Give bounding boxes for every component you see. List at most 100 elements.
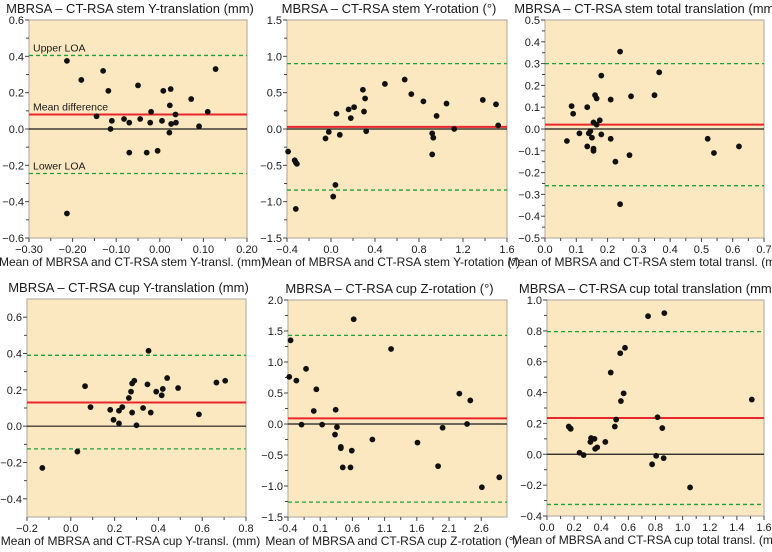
- data-point: [567, 425, 574, 432]
- data-point: [656, 69, 663, 76]
- data-point: [213, 379, 220, 386]
- x-tick-label: 1.0: [675, 522, 690, 534]
- data-point: [159, 117, 165, 124]
- x-tick-label: 0.6: [725, 244, 740, 256]
- y-tick-label: 0.4: [527, 388, 542, 400]
- y-tick-label: −0.2: [518, 168, 540, 180]
- data-point: [107, 126, 114, 132]
- y-tick-label: 0.5: [267, 88, 282, 100]
- y-tick-label: 0.6: [527, 357, 542, 369]
- data-point: [361, 108, 367, 115]
- x-tick-label: 0.8: [411, 244, 426, 256]
- x-tick-label: −0.4: [276, 244, 298, 256]
- data-point: [408, 91, 415, 98]
- panel-6: MBRSA – CT-RSA cup total translation (mm…: [512, 281, 772, 547]
- data-point: [286, 373, 293, 380]
- data-point: [429, 151, 436, 158]
- data-point: [293, 377, 300, 384]
- lower-loa-label: Lower LOA: [33, 161, 86, 173]
- data-point: [564, 138, 570, 144]
- data-point: [303, 365, 309, 372]
- data-point: [145, 347, 152, 354]
- data-point: [435, 463, 441, 470]
- data-point: [584, 143, 591, 150]
- data-point: [337, 445, 344, 452]
- data-point: [414, 439, 421, 446]
- data-point: [593, 121, 600, 128]
- y-tick-label: −0.2: [2, 160, 24, 172]
- x-tick-label: −0.2: [16, 523, 38, 535]
- data-point: [110, 416, 117, 423]
- panel-title: MBRSA – CT-RSA stem total translation (m…: [514, 1, 772, 16]
- data-point: [313, 386, 320, 393]
- data-point: [478, 484, 485, 491]
- data-point: [495, 122, 502, 129]
- y-tick-label: 1.5: [267, 15, 282, 27]
- data-point: [388, 346, 394, 352]
- x-tick-label: 1.6: [756, 522, 771, 534]
- x-tick-label: 0.0: [63, 523, 78, 535]
- data-point: [589, 134, 595, 141]
- data-point: [607, 135, 614, 142]
- data-point: [617, 48, 623, 55]
- y-tick-label: 0.0: [267, 124, 282, 136]
- data-point: [310, 408, 317, 414]
- data-point: [332, 431, 338, 438]
- data-point: [587, 128, 594, 135]
- data-point: [137, 116, 144, 122]
- data-point: [294, 160, 300, 167]
- data-point: [121, 116, 127, 122]
- panel-title: MBRSA – CT-RSA stem Y-translation (mm): [6, 1, 254, 16]
- data-point: [590, 147, 597, 154]
- data-point: [135, 82, 141, 89]
- data-point: [362, 95, 368, 102]
- y-tick-label: −0.2: [0, 458, 22, 470]
- data-point: [687, 484, 693, 491]
- data-point: [116, 420, 122, 427]
- plot-area: [26, 298, 247, 518]
- x-tick-label: 0.10: [193, 244, 214, 256]
- data-point: [164, 375, 171, 381]
- x-axis-label: Mean of MBRSA and CT-RSA stem total tran…: [508, 255, 772, 269]
- data-point: [39, 465, 46, 471]
- data-point: [649, 461, 656, 468]
- data-point: [628, 93, 634, 100]
- x-tick-label: 0.4: [662, 244, 677, 256]
- panel-title: MBRSA – CT-RSA cup Z-rotation (°): [285, 281, 493, 296]
- x-tick-label: 0.2: [107, 523, 122, 535]
- data-point: [144, 381, 151, 388]
- data-point: [345, 106, 352, 113]
- y-tick-label: 0.2: [7, 385, 22, 397]
- x-tick-label: 0.8: [238, 523, 253, 535]
- data-point: [159, 386, 166, 392]
- x-tick-label: 0.6: [345, 523, 360, 535]
- data-point: [93, 113, 100, 120]
- data-point: [325, 129, 332, 135]
- x-tick-label: −0.20: [59, 244, 87, 256]
- data-point: [64, 210, 70, 217]
- y-tick-label: 0.2: [525, 80, 540, 92]
- data-point: [620, 390, 627, 397]
- data-point: [168, 121, 175, 127]
- data-point: [188, 96, 195, 102]
- x-tick-label: 0.00: [149, 244, 170, 256]
- y-tick-label: −1.5: [260, 233, 282, 245]
- data-point: [100, 67, 107, 74]
- data-point: [212, 66, 219, 72]
- data-point: [143, 149, 150, 156]
- x-axis-label: Mean of MBRSA and CT-RSA stem Y-rotation…: [262, 255, 520, 269]
- data-point: [108, 117, 115, 124]
- data-point: [704, 135, 711, 142]
- data-point: [347, 115, 354, 121]
- x-tick-label: 0.5: [694, 244, 709, 256]
- data-point: [74, 448, 81, 455]
- data-point: [596, 117, 603, 124]
- data-point: [607, 96, 614, 103]
- data-point: [107, 406, 114, 413]
- y-tick-label: 1.0: [267, 51, 282, 63]
- y-tick-label: −0.5: [261, 450, 283, 462]
- data-point: [166, 102, 173, 109]
- data-point: [105, 87, 112, 94]
- y-tick-label: 0.2: [9, 88, 24, 100]
- data-point: [319, 421, 326, 428]
